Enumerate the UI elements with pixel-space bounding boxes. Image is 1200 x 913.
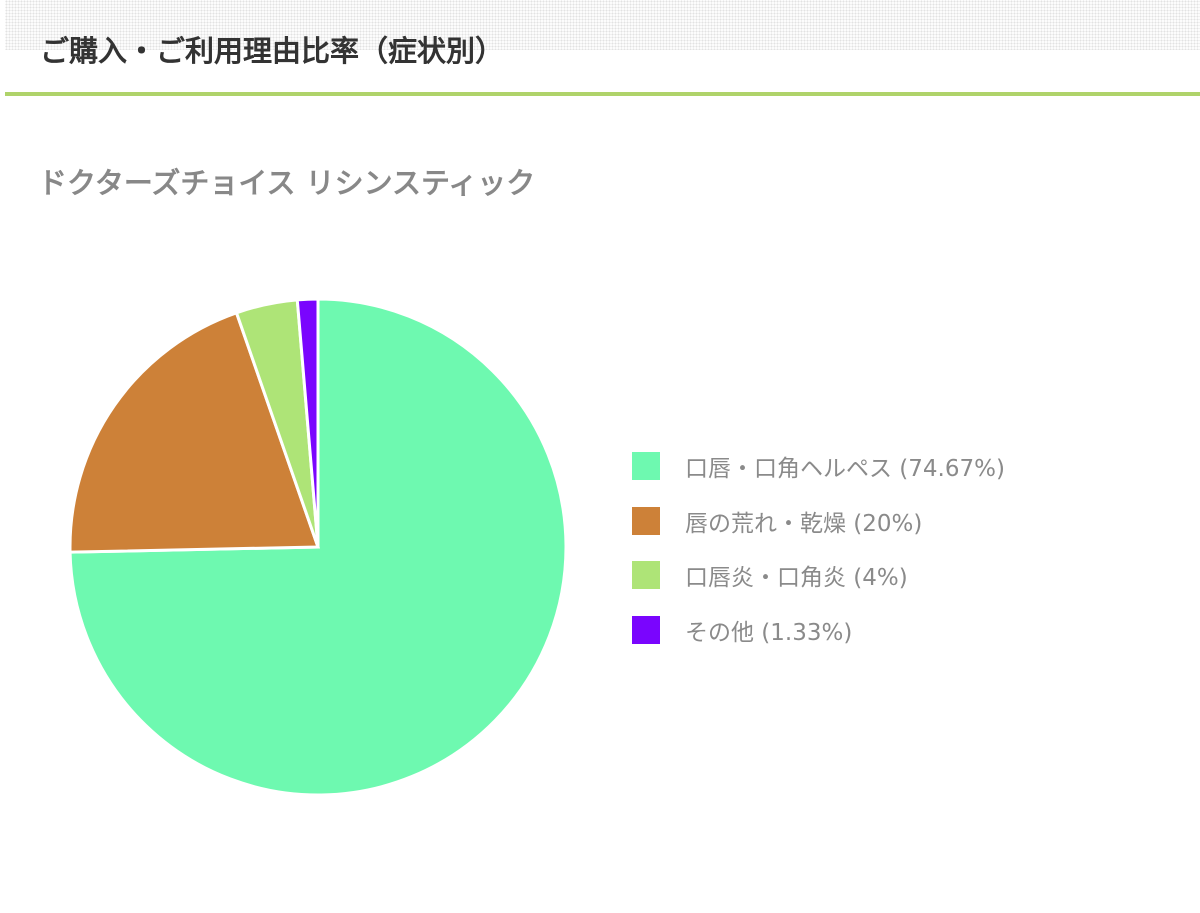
legend-item: 口唇・口角ヘルペス (74.67%) — [632, 452, 1005, 482]
legend-item: 口唇炎・口角炎 (4%) — [632, 561, 1005, 591]
chart-legend: 口唇・口角ヘルペス (74.67%) 唇の荒れ・乾燥 (20%) 口唇炎・口角炎 (… — [632, 452, 1005, 670]
legend-label: 口唇炎・口角炎 (4%) — [685, 565, 908, 591]
header-background — [5, 0, 1200, 50]
legend-swatch — [632, 506, 660, 535]
legend-label: その他 (1.33%) — [685, 619, 853, 646]
chart-title: ドクターズチョイス リシンスティック — [38, 166, 536, 200]
legend-item: その他 (1.33%) — [632, 615, 1005, 646]
legend-label: 唇の荒れ・乾燥 (20%) — [685, 510, 923, 537]
legend-item: 唇の荒れ・乾燥 (20%) — [632, 506, 1005, 537]
page-title: ご購入・ご利用理由比率（症状別） — [40, 34, 505, 68]
pie-slice-3 — [295, 297, 320, 548]
header-divider — [5, 92, 1200, 96]
legend-swatch — [632, 561, 660, 589]
pie-chart — [68, 297, 568, 797]
legend-swatch — [632, 452, 660, 480]
legend-label: 口唇・口角ヘルペス (74.67%) — [685, 456, 1005, 482]
legend-swatch — [632, 615, 660, 644]
